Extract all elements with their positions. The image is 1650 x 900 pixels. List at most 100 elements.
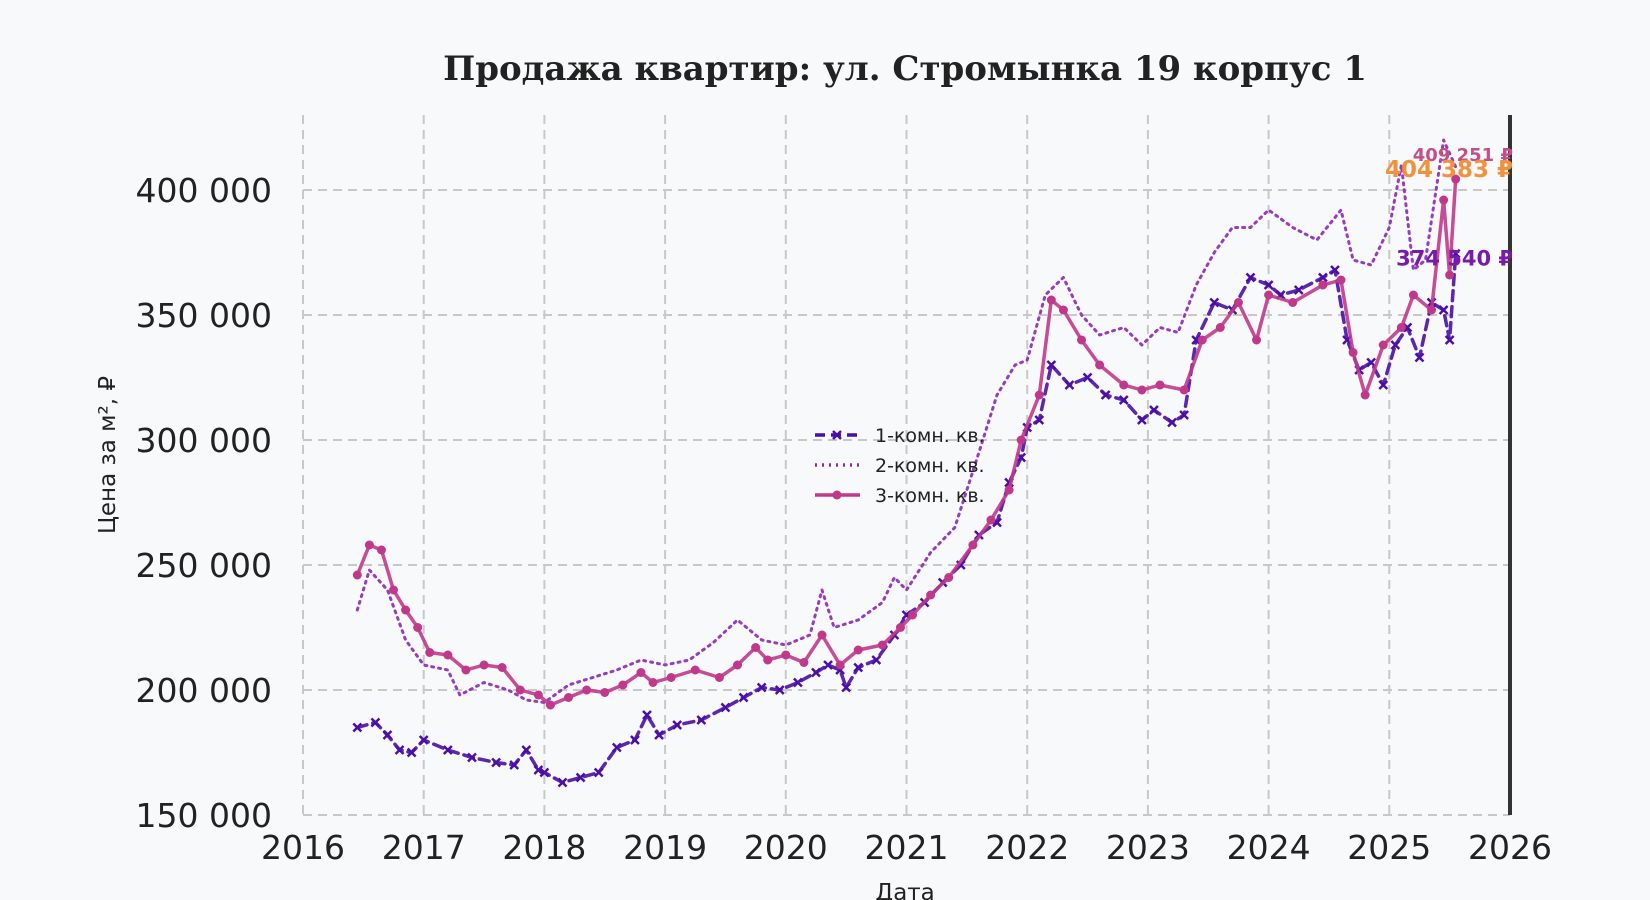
x-tick-label: 2023: [1106, 828, 1190, 867]
data-point: [636, 668, 646, 677]
y-tick-label: 150 000: [136, 796, 272, 835]
data-point: [425, 648, 435, 657]
data-point: [1396, 323, 1406, 332]
data-point: [1330, 265, 1340, 275]
data-point: [1360, 390, 1370, 400]
data-point: [1155, 380, 1165, 390]
data-point: [1263, 280, 1274, 290]
series-line: [355, 177, 1458, 707]
data-point: [376, 545, 386, 555]
data-point: [714, 673, 724, 682]
data-point: [763, 655, 773, 665]
data-point: [564, 693, 574, 702]
data-point: [1439, 195, 1449, 205]
data-point: [1137, 385, 1147, 395]
data-point: [1318, 272, 1328, 283]
data-point: [1209, 297, 1220, 308]
data-point: [352, 570, 362, 580]
data-point: [491, 757, 502, 768]
data-point: [1264, 290, 1274, 300]
data-point: [1197, 335, 1207, 345]
data-point: [1390, 340, 1401, 350]
data-point: [1378, 380, 1389, 390]
data-point: [1046, 295, 1056, 305]
y-tick-label: 350 000: [136, 296, 272, 335]
data-point: [352, 722, 363, 733]
data-point: [733, 660, 743, 670]
end-value-label: 374 540 ₽: [1396, 247, 1513, 271]
data-point: [908, 610, 918, 620]
data-point: [1004, 485, 1014, 495]
data-point: [1095, 360, 1105, 370]
data-point: [461, 665, 471, 675]
legend-label: 2-комн. кв.: [875, 455, 985, 477]
legend-marker: [832, 430, 842, 440]
x-tick-label: 2019: [623, 828, 707, 867]
legend-marker: [832, 490, 842, 500]
legend-label: 3-комн. кв.: [875, 485, 985, 507]
data-point: [817, 630, 827, 640]
series-lines: [352, 138, 1461, 788]
data-point: [986, 515, 996, 525]
x-tick-label: 2026: [1468, 828, 1552, 867]
data-point: [944, 573, 954, 582]
data-point: [582, 685, 592, 695]
data-point: [823, 660, 833, 670]
data-point: [618, 680, 628, 690]
data-point: [781, 650, 791, 660]
data-point: [1252, 335, 1262, 345]
end-value-label: 404 383 ₽: [1385, 157, 1513, 183]
data-point: [611, 742, 622, 753]
legend: 1-комн. кв. 2-комн. кв. 3-комн. кв.: [815, 425, 985, 507]
data-point: [871, 655, 882, 665]
y-tick-label: 400 000: [136, 171, 272, 210]
data-point: [479, 660, 489, 670]
data-point: [630, 735, 640, 745]
data-point: [1034, 390, 1044, 400]
data-point: [497, 663, 507, 672]
data-point: [666, 673, 676, 682]
data-point: [1450, 248, 1461, 259]
data-point: [968, 540, 978, 550]
data-point: [1318, 280, 1328, 290]
data-point: [593, 767, 604, 778]
x-tick-label: 2016: [261, 828, 345, 867]
data-point: [442, 745, 453, 755]
data-point: [1064, 380, 1075, 390]
data-point: [539, 767, 550, 778]
data-point: [418, 735, 429, 745]
x-tick-label: 2025: [1347, 828, 1431, 867]
x-tick-label: 2020: [744, 828, 828, 867]
data-point: [1179, 385, 1189, 395]
x-tick-label: 2018: [502, 828, 586, 867]
data-point: [467, 752, 477, 763]
legend-label: 1-комн. кв.: [875, 425, 985, 447]
y-tick-label: 200 000: [136, 671, 272, 710]
data-point: [799, 658, 809, 667]
data-point: [654, 730, 664, 740]
data-point: [394, 745, 405, 755]
data-point: [370, 717, 381, 728]
data-point: [853, 662, 864, 673]
data-point: [521, 745, 532, 755]
data-point: [1167, 417, 1177, 428]
data-point: [1118, 395, 1129, 405]
data-point: [1100, 390, 1111, 400]
data-point: [1438, 305, 1449, 315]
data-point: [545, 700, 555, 710]
x-tick-label: 2022: [985, 828, 1069, 867]
data-point: [720, 702, 731, 713]
x-tick-label: 2024: [1227, 828, 1311, 867]
data-point: [1444, 335, 1455, 345]
data-point: [1136, 415, 1147, 425]
data-point: [1451, 174, 1461, 184]
data-point: [557, 777, 568, 788]
data-point: [515, 685, 525, 695]
data-point: [1082, 372, 1093, 383]
axes: 2016 2017 2018 2019 2020 2021 2022 2023 2024 2025…: [136, 115, 1552, 867]
end-labels: 374 540 ₽ 409 251 ₽404 383 ₽: [1385, 145, 1513, 271]
data-point: [1293, 285, 1304, 295]
x-axis-label: Дата: [875, 880, 935, 900]
data-point: [1336, 275, 1346, 285]
